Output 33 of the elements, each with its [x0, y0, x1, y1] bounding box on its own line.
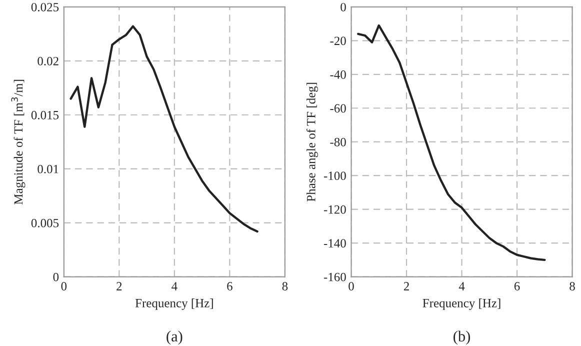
x-tick-label: 0 — [348, 282, 354, 290]
y-tick-label: 0 — [53, 272, 59, 282]
y-tick-label: -160 — [324, 272, 346, 282]
x-tick-label: 2 — [116, 282, 122, 290]
x-tick-label: 4 — [458, 282, 465, 290]
line-series — [357, 24, 546, 262]
x-tick-label: 0 — [61, 282, 67, 290]
y-tick-label: -20 — [330, 36, 346, 46]
text: (a) — [166, 330, 182, 345]
x-axis-title: Frequency [Hz] — [135, 298, 213, 310]
y-tick-label: 0.02 — [38, 56, 58, 66]
y-tick-label: -120 — [324, 205, 346, 214]
x-tick-label: 2 — [404, 282, 409, 290]
line-series — [70, 25, 258, 233]
y-tick-label: 0 — [340, 2, 346, 12]
y-tick-label: 0.005 — [31, 218, 59, 228]
y-tick-label: -140 — [324, 239, 346, 248]
text: (b) — [454, 330, 470, 345]
y-tick-label: 0.015 — [31, 110, 59, 120]
x-tick-label: 6 — [227, 282, 232, 290]
y-tick-label: -40 — [330, 70, 346, 79]
x-tick-label: 4 — [172, 282, 178, 290]
x-axis-title: Frequency [Hz] — [422, 298, 500, 310]
x-tick-label: 8 — [570, 282, 575, 290]
y-axis-title: Phase angle of TF [deg] — [306, 82, 318, 202]
y-tick-label: -80 — [330, 138, 346, 146]
y-tick-label: -60 — [330, 104, 346, 113]
y-tick-label: 0.025 — [31, 2, 59, 12]
x-tick-label: 8 — [282, 282, 288, 290]
x-tick-label: 6 — [514, 282, 520, 290]
y-tick-label: 0.01 — [38, 164, 58, 174]
y-tick-label: -100 — [324, 172, 346, 180]
y-axis-title: Magnitude of TF [m$^{3}$/m] — [11, 80, 26, 204]
